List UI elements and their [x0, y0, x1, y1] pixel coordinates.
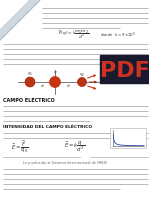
Text: d: d	[67, 84, 70, 88]
Polygon shape	[0, 0, 28, 28]
Text: $\vec{E}=k\dfrac{q}{d^2}$: $\vec{E}=k\dfrac{q}{d^2}$	[65, 140, 86, 154]
Text: d: d	[41, 84, 44, 88]
Text: $\vec{E}=\dfrac{\vec{F}}{q_0}$: $\vec{E}=\dfrac{\vec{F}}{q_0}$	[11, 139, 29, 155]
Polygon shape	[0, 0, 40, 40]
Text: $q_1$: $q_1$	[27, 70, 33, 78]
Text: $q_2$: $q_2$	[79, 71, 85, 79]
Text: $\vec{F}(q)=k\dfrac{m_1m_2}{d^2}$: $\vec{F}(q)=k\dfrac{m_1m_2}{d^2}$	[58, 29, 89, 41]
Circle shape	[77, 77, 87, 87]
Text: Le producido al Sistema Internacional de (MKS): Le producido al Sistema Internacional de…	[23, 161, 107, 165]
Bar	[110, 128, 146, 148]
Circle shape	[25, 77, 35, 87]
Bar	[100, 55, 149, 83]
Text: PDF: PDF	[100, 61, 149, 81]
Text: CAMPO ELÉCTRICO: CAMPO ELÉCTRICO	[3, 97, 55, 103]
Circle shape	[49, 76, 60, 88]
Text: $\mathrm{donde}\ \ k=9{\times}10^9$: $\mathrm{donde}\ \ k=9{\times}10^9$	[100, 30, 136, 40]
Text: INTENSIDAD DEL CAMPO ELÉCTRICO: INTENSIDAD DEL CAMPO ELÉCTRICO	[3, 125, 92, 129]
Text: $q$: $q$	[53, 69, 57, 76]
